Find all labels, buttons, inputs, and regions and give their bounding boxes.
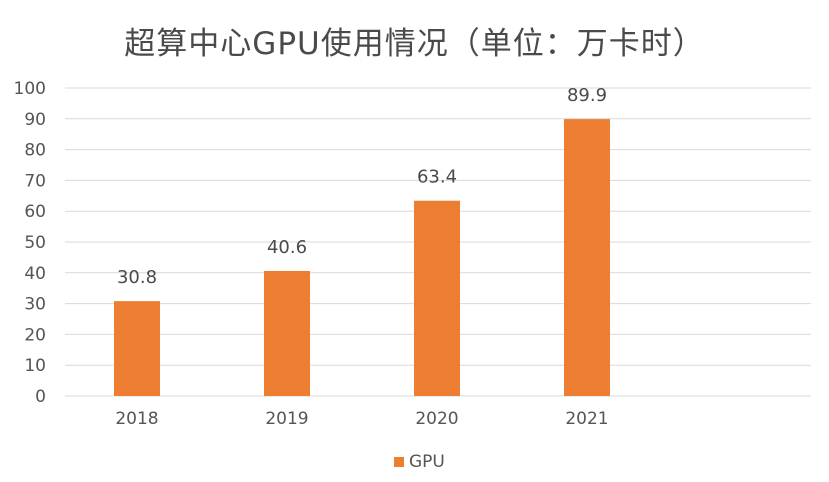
data-label-2018: 30.8 — [117, 267, 157, 288]
legend-label-gpu: GPU — [409, 452, 445, 472]
data-label-2019: 40.6 — [267, 237, 307, 258]
data-label-2020: 63.4 — [417, 167, 457, 188]
bar-2018 — [114, 301, 160, 396]
y-tick-label: 40 — [24, 264, 46, 284]
y-tick-label: 100 — [14, 79, 46, 99]
y-tick-label: 10 — [24, 356, 46, 376]
y-tick-label: 60 — [24, 202, 46, 222]
chart-title: 超算中心GPU使用情况（单位：万卡时） — [124, 26, 705, 62]
bar-2020 — [414, 200, 460, 396]
y-tick-label: 50 — [24, 233, 46, 253]
y-tick-label: 30 — [24, 295, 46, 315]
bar-2019 — [264, 270, 310, 396]
data-label-2021: 89.9 — [567, 85, 607, 106]
y-tick-label: 90 — [24, 110, 46, 130]
bar-2021 — [564, 119, 610, 396]
x-tick-label-2019: 2019 — [265, 409, 308, 429]
y-tick-label: 80 — [24, 141, 46, 161]
y-tick-label: 0 — [35, 387, 46, 407]
x-tick-label-2021: 2021 — [565, 409, 608, 429]
x-tick-label-2018: 2018 — [115, 409, 158, 429]
x-tick-label-2020: 2020 — [415, 409, 458, 429]
legend-swatch-gpu — [394, 457, 404, 467]
y-tick-label: 70 — [24, 171, 46, 191]
y-tick-label: 20 — [24, 325, 46, 345]
